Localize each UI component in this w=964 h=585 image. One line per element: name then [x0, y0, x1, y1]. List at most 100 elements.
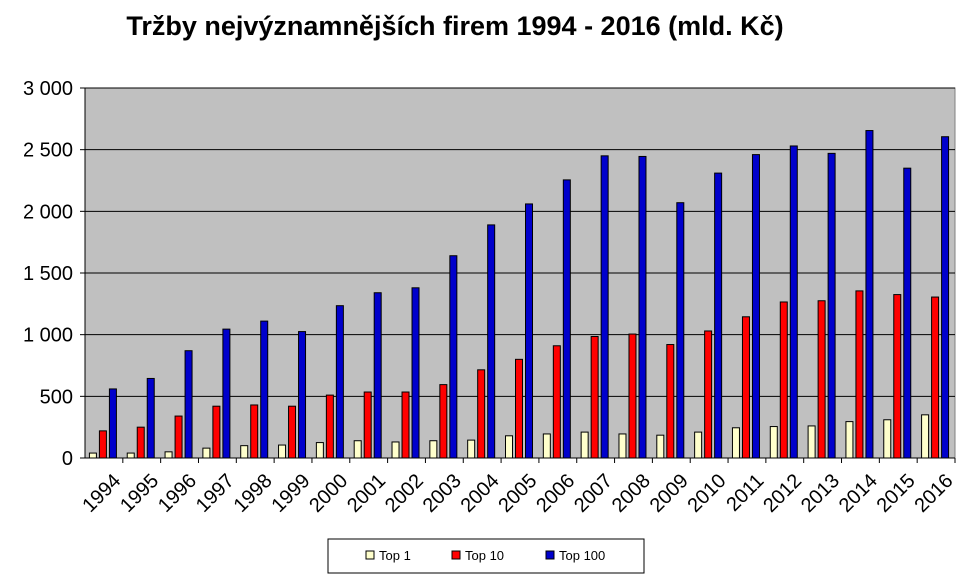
bar-top-100-2016 — [941, 136, 950, 459]
bar-top-10-2002 — [401, 391, 410, 459]
bar-top-1-1994 — [88, 452, 97, 459]
bar-top-10-2006 — [552, 345, 561, 459]
bar-top-100-2001 — [373, 292, 382, 459]
x-tick-label: 2014 — [835, 470, 882, 517]
bar-top-100-2010 — [714, 172, 723, 459]
bar-top-100-2011 — [751, 154, 760, 459]
x-tick-label: 2005 — [494, 470, 541, 517]
x-tick-label: 1998 — [230, 470, 277, 517]
x-tick-label: 2009 — [646, 470, 693, 517]
bar-top-1-2003 — [429, 440, 438, 459]
y-tick-label: 2 000 — [23, 201, 73, 223]
y-tick-label: 2 500 — [23, 140, 73, 162]
bar-top-1-2007 — [580, 431, 589, 459]
bar-top-1-2016 — [921, 414, 930, 459]
x-tick-label: 2007 — [570, 470, 617, 517]
bar-top-100-2008 — [638, 155, 647, 459]
bar-top-10-2011 — [741, 316, 750, 459]
bar-top-10-1994 — [98, 430, 107, 459]
y-tick-label: 1 000 — [23, 325, 73, 347]
bar-top-10-2013 — [817, 300, 826, 459]
bar-top-1-2001 — [353, 440, 362, 459]
bar-top-100-2006 — [562, 179, 571, 459]
bar-top-10-2001 — [363, 391, 372, 459]
bar-top-10-2003 — [439, 384, 448, 459]
bar-top-10-2008 — [628, 333, 637, 459]
x-tick-label: 2003 — [419, 470, 466, 517]
y-tick-label: 1 500 — [23, 263, 73, 285]
x-tick-label: 2012 — [759, 470, 806, 517]
x-tick-label: 2006 — [532, 470, 579, 517]
bar-top-10-2004 — [477, 369, 486, 459]
y-tick-label: 500 — [40, 386, 73, 408]
bar-top-100-2009 — [676, 202, 685, 459]
bar-top-10-2000 — [325, 394, 334, 459]
bar-top-100-2015 — [903, 167, 912, 459]
bar-top-10-2016 — [931, 296, 940, 459]
bar-top-100-2013 — [827, 152, 836, 459]
y-tick-label: 0 — [62, 448, 73, 470]
bar-top-10-2014 — [855, 290, 864, 459]
bar-top-10-1998 — [250, 404, 259, 459]
x-tick-label: 2013 — [797, 470, 844, 517]
x-tick-label: 1997 — [192, 470, 239, 517]
legend-label: Top 100 — [559, 548, 605, 563]
bar-top-1-1999 — [278, 444, 287, 459]
x-tick-label: 1999 — [267, 470, 314, 517]
x-tick-label: 2016 — [910, 470, 957, 517]
bar-top-1-2006 — [542, 433, 551, 459]
bar-top-10-2009 — [666, 344, 675, 459]
bar-top-10-2005 — [515, 358, 523, 459]
bar-top-100-1999 — [298, 331, 307, 459]
bar-top-1-1996 — [164, 451, 173, 459]
x-tick-label: 2001 — [343, 470, 390, 517]
y-tick-label: 3 000 — [23, 78, 73, 100]
bar-top-10-1996 — [174, 415, 183, 459]
x-tick-label: 2002 — [381, 470, 428, 517]
bar-top-10-2012 — [779, 301, 788, 459]
x-tick-label: 2000 — [305, 470, 352, 517]
legend-label: Top 10 — [465, 548, 504, 563]
bar-top-1-2010 — [694, 431, 703, 459]
x-tick-label: 2010 — [684, 470, 731, 517]
legend-swatch — [365, 550, 375, 560]
x-tick-label: 1996 — [154, 470, 201, 517]
x-tick-label: 2011 — [722, 470, 768, 516]
bar-top-100-1995 — [146, 377, 155, 459]
bar-top-100-2002 — [411, 287, 420, 459]
bar-top-1-2004 — [467, 439, 476, 459]
bar-top-1-2011 — [731, 427, 740, 459]
bar-top-100-2007 — [600, 155, 609, 459]
bar-top-10-1995 — [136, 426, 145, 459]
bar-top-100-2000 — [335, 305, 344, 459]
bar-top-100-2014 — [865, 130, 874, 459]
legend-swatch — [545, 550, 555, 560]
bar-top-1-2008 — [618, 433, 627, 459]
legend-box — [327, 538, 645, 574]
legend: Top 1 Top 10 Top 100 — [327, 538, 645, 574]
bar-top-10-2007 — [590, 336, 599, 459]
x-tick-label: 1994 — [78, 470, 125, 517]
bar-top-10-2010 — [704, 330, 713, 459]
bar-top-10-2015 — [893, 294, 902, 459]
bar-top-1-2012 — [769, 426, 778, 459]
chart-title: Tržby nejvýznamnějších firem 1994 - 2016… — [126, 11, 783, 41]
bar-top-1-2015 — [883, 419, 892, 459]
bar-top-100-2012 — [789, 145, 798, 459]
bar-top-100-1998 — [260, 320, 269, 459]
bar-top-10-1997 — [212, 405, 221, 459]
bar-top-100-1994 — [108, 388, 117, 459]
bar-top-1-1995 — [126, 452, 135, 459]
bar-top-100-1997 — [222, 328, 231, 459]
bar-top-1-2002 — [391, 441, 400, 459]
x-tick-label: 2004 — [457, 470, 504, 517]
bar-top-100-1996 — [184, 350, 193, 459]
bar-top-1-2013 — [807, 425, 816, 459]
x-tick-label: 2015 — [873, 470, 920, 517]
bar-top-1-2000 — [315, 442, 324, 459]
x-tick-label: 2008 — [608, 470, 655, 517]
bar-top-1-2009 — [656, 434, 665, 459]
bar-top-10-1999 — [288, 405, 297, 459]
